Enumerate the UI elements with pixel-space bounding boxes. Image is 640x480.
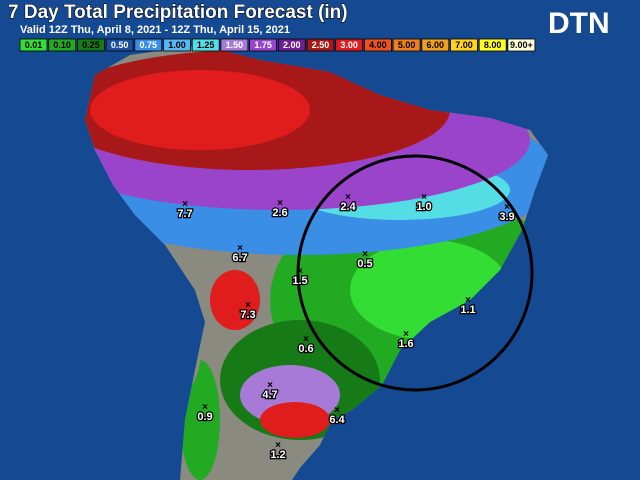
point-label: 1.1	[460, 304, 475, 316]
point-label: 3.9	[499, 211, 514, 223]
point-marker: ×	[334, 405, 340, 416]
point-marker: ×	[182, 199, 188, 210]
legend-label: 0.75	[140, 40, 158, 50]
point-label: 2.6	[272, 207, 287, 219]
legend-swatch	[392, 38, 421, 52]
point-label: 0.9	[197, 411, 212, 423]
legend-label: 2.00	[283, 40, 301, 50]
point-marker: ×	[245, 300, 251, 311]
highlight-circle	[296, 154, 534, 392]
point-label: 6.4	[329, 414, 345, 426]
legend-label: 0.50	[111, 40, 129, 50]
legend-label: 1.75	[254, 40, 272, 50]
legend-swatch	[421, 38, 450, 52]
legend-label: 9.00+	[510, 40, 533, 50]
legend: 0.01 0.10 0.25 0.50 0.75 1.00 1.25 1.50 1.75 2.00…	[19, 38, 536, 52]
point-marker: ×	[277, 198, 283, 209]
point-label: 2.4	[340, 201, 356, 213]
point-label: 0.6	[298, 343, 313, 355]
legend-label: 0.10	[53, 40, 71, 50]
point-marker: ×	[275, 440, 281, 451]
legend-swatch	[507, 38, 536, 52]
legend-swatch	[77, 38, 105, 52]
points: ×7.7×2.6×2.4×1.0 ×3.9×6.7 ×0.5×1.5×7.3×1.1…	[176, 192, 516, 462]
legend-swatch	[478, 38, 507, 52]
legend-swatch	[249, 38, 278, 52]
legend-swatch	[163, 38, 191, 52]
legend-label: 1.25	[197, 40, 215, 50]
point-label: 4.7	[262, 389, 277, 401]
legend-swatch	[105, 38, 134, 52]
legend-label: 6.00	[427, 40, 445, 50]
legend-swatch	[306, 38, 335, 52]
legend-swatch	[363, 38, 392, 52]
point-marker: ×	[345, 192, 351, 203]
legend-label: 5.00	[398, 40, 416, 50]
legend-label: 1.50	[226, 40, 244, 50]
point-label: 1.6	[398, 338, 413, 350]
point-label: 1.0	[416, 201, 431, 213]
point-label: 7.7	[177, 208, 192, 220]
point-marker: ×	[465, 295, 471, 306]
point-marker: ×	[303, 334, 309, 345]
point-marker: ×	[297, 266, 303, 277]
legend-swatch	[220, 38, 249, 52]
legend-swatch	[450, 38, 478, 52]
legend-label: 7.00	[455, 40, 473, 50]
point-marker: ×	[267, 380, 273, 391]
point-marker: ×	[202, 402, 208, 413]
legend-label: 0.01	[25, 40, 43, 50]
point-label: 7.3	[240, 309, 255, 321]
legend-swatch	[48, 38, 77, 52]
point-marker: ×	[362, 249, 368, 260]
legend-label: 1.00	[168, 40, 186, 50]
point-label: 6.7	[232, 252, 247, 264]
legend-swatch	[277, 38, 306, 52]
legend-swatch	[191, 38, 220, 52]
legend-label: 2.50	[312, 40, 330, 50]
point-label: 1.2	[270, 449, 285, 461]
point-marker: ×	[504, 202, 510, 213]
legend-swatch	[335, 38, 364, 52]
legend-label: 0.25	[82, 40, 100, 50]
legend-label: 3.00	[340, 40, 358, 50]
logo: DTN	[548, 7, 610, 40]
legend-swatch	[134, 38, 163, 52]
point-marker: ×	[237, 243, 243, 254]
legend-label: 8.00	[484, 40, 502, 50]
point-marker: ×	[403, 329, 409, 340]
point-label: 0.5	[357, 258, 372, 270]
legend-label: 4.00	[369, 40, 387, 50]
subtitle: Valid 12Z Thu, April 8, 2021 - 12Z Thu, …	[20, 24, 290, 36]
point-marker: ×	[421, 192, 427, 203]
point-label: 1.5	[292, 275, 307, 287]
legend-swatch	[19, 38, 48, 52]
title: 7 Day Total Precipitation Forecast (in)	[8, 2, 348, 23]
